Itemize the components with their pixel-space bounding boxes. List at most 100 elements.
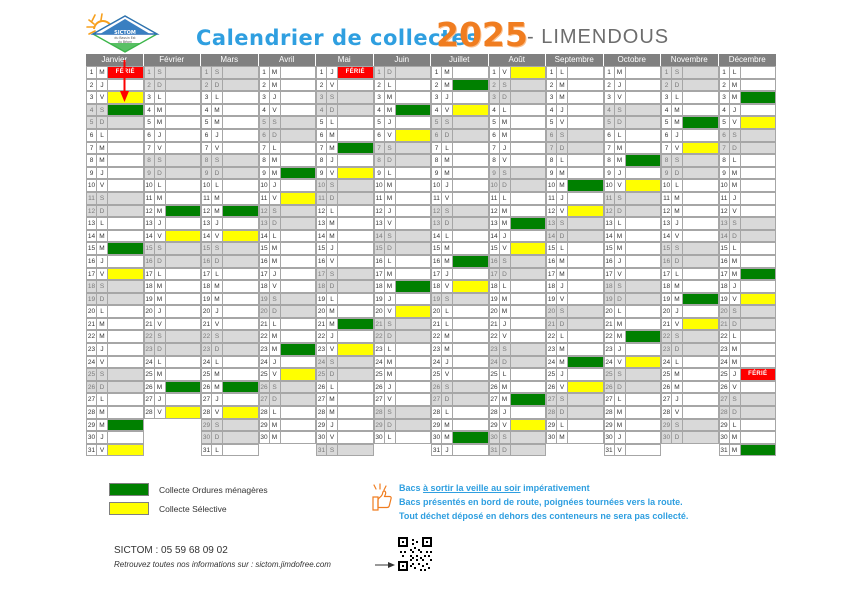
day-letter: L [557,242,568,255]
day-cell [568,280,604,293]
day-letter: M [672,191,683,205]
day-cell [165,66,201,79]
day-cell [453,204,489,218]
day-letter: M [557,91,568,104]
day-cell [338,267,374,281]
day-letter: L [97,305,108,318]
day-letter: M [97,229,108,243]
day-number: 13 [661,217,672,230]
day-cell [165,254,201,268]
day-cell [510,229,546,243]
day-letter: M [614,66,626,79]
day-number: 7 [258,141,270,155]
day-cell [395,343,431,356]
day-letter: S [672,154,683,167]
day-letter: S [672,418,683,432]
day-letter: L [499,103,511,117]
day-row: 23 D [661,343,719,356]
day-number: 1 [258,66,270,79]
day-letter: S [269,292,281,306]
day-cell [625,103,661,117]
day-row: 11 V [258,191,316,205]
day-row: 15 D [373,242,431,255]
collection-selective-cell [568,380,604,394]
day-cell [683,179,719,192]
day-letter: M [729,91,741,104]
day-cell [223,91,259,104]
day-number: 24 [258,355,270,369]
day-letter: D [442,128,453,142]
day-row: 20 J [201,305,259,318]
day-row: 28 J [488,406,546,419]
day-cell [108,154,144,167]
day-letter: M [729,78,741,92]
day-cell [625,141,661,155]
day-row: 26 M [661,380,719,394]
day-number: 5 [201,116,212,129]
day-row: 15 V [488,242,546,255]
day-number: 17 [546,267,557,281]
day-number: 26 [546,380,557,394]
day-number: 14 [661,229,672,243]
collection-household-cell [338,141,374,155]
day-number: 2 [718,78,730,92]
day-cell [510,103,546,117]
day-cell [108,204,144,218]
day-number: 27 [143,393,155,407]
day-cell [223,217,259,230]
legend-item-om: Collecte Ordures ménagères [109,483,268,496]
collection-selective-cell [223,406,259,419]
day-letter: S [327,267,338,281]
day-number: 16 [143,254,155,268]
day-row: 22 M [86,330,144,344]
day-letter: J [212,128,223,142]
day-row: 26 M [488,380,546,394]
day-number: 1 [373,66,385,79]
day-number: 23 [373,343,385,356]
day-cell [568,229,604,243]
day-letter: V [327,78,338,92]
day-row: 27 V [373,393,431,407]
day-letter: L [269,141,281,155]
day-row: 14 V [201,229,259,243]
commune-label: - LIMENDOUS [527,26,670,48]
day-cell [625,267,661,281]
day-letter: D [614,292,626,306]
day-letter: M [212,292,223,306]
day-number: 29 [373,418,385,432]
day-cell [395,330,431,344]
day-row: 29 M [258,418,316,432]
month-column-septembre: Septembre 1 L 2 M 3 M 4 J 5 V 6 S 7 D 8 L 9 M 10 M 11 J 12 V 13 S 1… [546,54,604,457]
day-number: 20 [718,305,730,318]
day-letter: L [499,280,511,293]
day-letter: J [729,191,741,205]
day-number: 18 [431,280,442,293]
day-row: 17 V [86,267,144,281]
day-letter: S [442,204,453,218]
day-cell [223,242,259,255]
day-number: 7 [603,141,615,155]
day-number: 17 [258,267,270,281]
day-cell [280,305,316,318]
day-letter: S [672,66,683,79]
day-letter: V [97,355,108,369]
day-letter: V [154,317,166,331]
day-row: 25 S [603,368,661,381]
day-row: 26 J [373,380,431,394]
day-letter: L [97,393,108,407]
collection-household-cell [683,292,719,306]
day-number: 12 [143,204,155,218]
day-number: 6 [431,128,442,142]
day-letter: M [557,78,568,92]
day-number: 7 [201,141,212,155]
day-cell [683,217,719,230]
day-number: 11 [546,191,557,205]
day-letter: M [97,242,108,255]
